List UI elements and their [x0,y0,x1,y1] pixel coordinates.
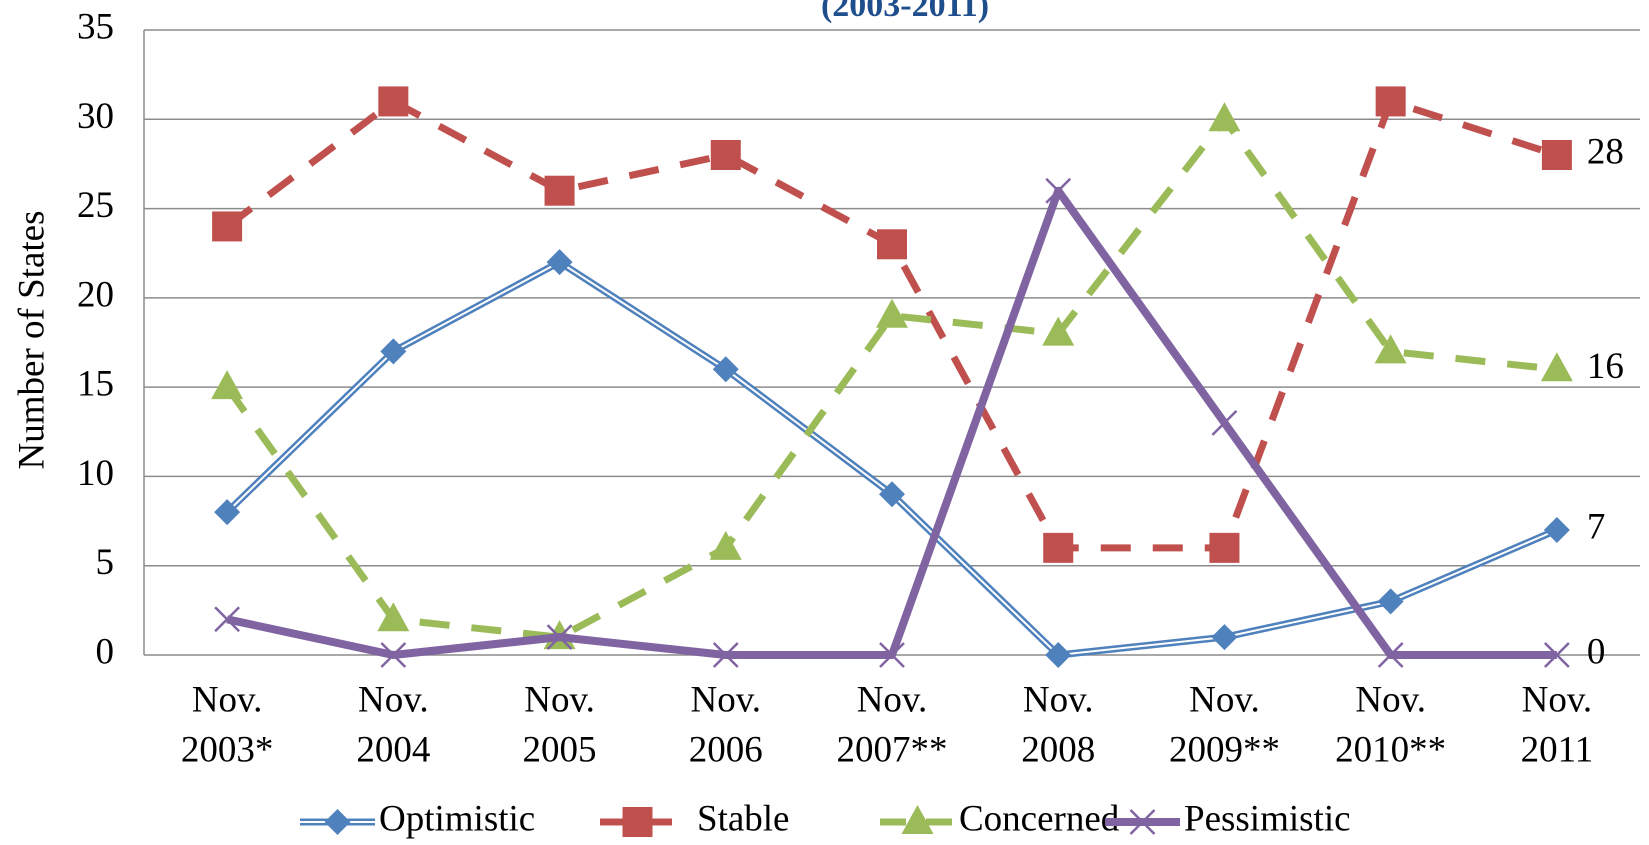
x-tick-label: Nov. [857,679,928,720]
marker [1374,334,1407,364]
marker [214,606,240,633]
y-axis-label: Number of States [11,211,52,470]
x-tick-label: Nov. [1522,679,1593,720]
y-tick-label: 30 [77,96,114,137]
marker [377,602,410,632]
marker [214,499,241,526]
marker [1540,352,1573,382]
x-tick-label: 2004 [356,729,430,770]
marker [1208,102,1241,132]
marker [1375,86,1406,117]
marker [380,642,407,668]
marker [1211,624,1238,651]
series: 7 [214,249,1605,668]
marker [212,211,243,242]
marker [876,298,908,328]
marker [544,175,575,206]
data-label: 0 [1587,631,1606,672]
marker [378,86,409,117]
x-tick-label: Nov. [192,679,263,720]
x-tick-label: Nov. [358,679,429,720]
legend-marker [1129,809,1156,835]
marker [1042,316,1075,346]
series: 28 [212,86,1624,563]
marker [712,356,739,383]
y-tick-label: 35 [77,6,114,47]
x-tick-label: Nov. [690,679,761,720]
x-tick-label: 2009** [1169,729,1280,770]
x-tick-label: 2008 [1021,729,1095,770]
x-tick-label: 2007** [837,729,948,770]
y-tick-label: 0 [96,631,115,672]
series: 16 [211,102,1624,650]
data-label: 28 [1587,131,1624,172]
series-line [226,186,1557,659]
marker [710,140,741,170]
marker [1209,532,1240,563]
marker [709,530,742,560]
marker [380,338,407,365]
data-label: 16 [1587,346,1624,387]
y-tick-label: 10 [77,453,114,494]
legend-marker [901,805,934,834]
x-tick-label: 2003* [181,729,274,770]
marker [877,229,907,260]
marker [1543,517,1570,543]
marker [879,642,905,668]
x-tick-label: 2006 [689,729,763,770]
legend-label: Optimistic [379,798,535,839]
chart-title: (2003-2011) [821,0,989,24]
marker [1544,642,1570,668]
y-tick-label: 20 [77,274,114,315]
y-tick-label: 15 [77,364,114,405]
legend-label: Pessimistic [1184,798,1351,839]
series: 0 [214,177,1606,672]
y-tick-label: 25 [77,185,114,226]
x-tick-label: 2010** [1335,729,1446,770]
marker [546,624,573,651]
x-tick-label: Nov. [524,679,595,720]
marker [1211,409,1238,436]
marker [712,642,739,668]
marker [1541,140,1572,170]
marker [1045,177,1072,204]
y-tick-label: 5 [96,542,115,583]
x-tick-label: Nov. [1189,679,1260,720]
x-tick-label: 2005 [523,729,597,770]
series-line [224,115,1558,641]
data-label: 7 [1587,506,1606,547]
x-tick-label: Nov. [1355,679,1426,720]
x-tick-label: 2011 [1521,729,1594,770]
marker [1377,642,1404,668]
marker [879,481,905,508]
marker [211,370,244,400]
legend-marker [622,807,653,837]
legend-label: Concerned [959,798,1120,839]
legend-marker [324,809,351,835]
x-tick-label: Nov. [1023,679,1094,720]
legend-label: Stable [697,798,789,839]
marker [546,249,573,276]
marker [1045,642,1072,668]
marker [1043,532,1074,563]
marker [1377,588,1404,615]
